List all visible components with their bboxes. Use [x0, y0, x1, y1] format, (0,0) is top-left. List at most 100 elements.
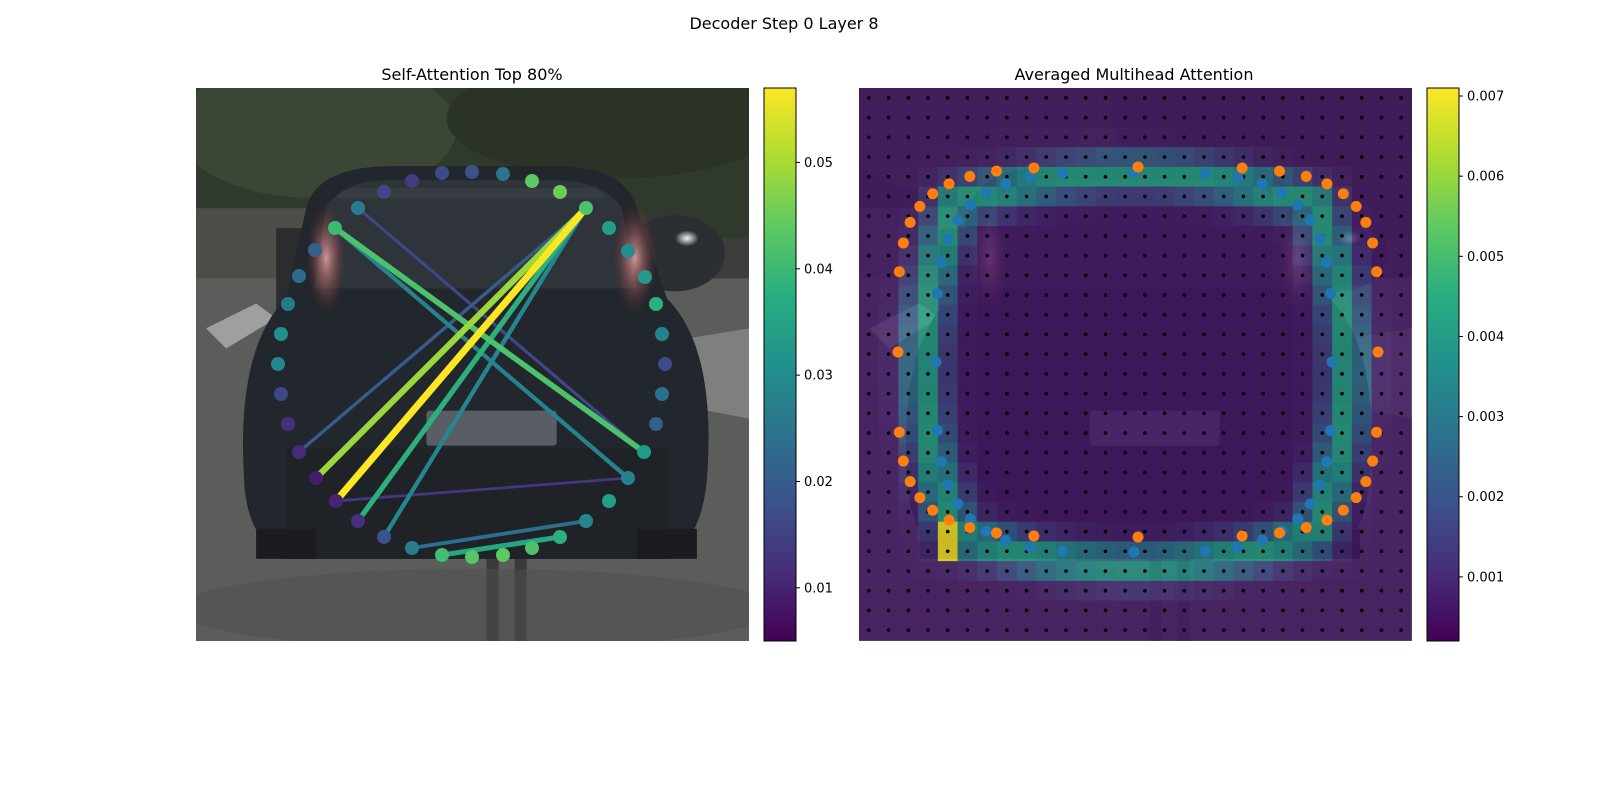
reference-point: [1024, 194, 1029, 199]
reference-point: [965, 293, 970, 297]
reference-point: [985, 174, 989, 179]
colorbar-tick-label: 0.03: [804, 369, 833, 384]
blue-point: [952, 214, 964, 226]
reference-point: [1221, 510, 1226, 514]
orange-point: [1132, 161, 1144, 173]
reference-point: [1044, 529, 1049, 534]
reference-point: [1005, 510, 1009, 514]
reference-point: [1064, 431, 1068, 435]
reference-point: [945, 174, 950, 179]
reference-point: [1399, 174, 1403, 179]
reference-point: [1182, 234, 1187, 238]
reference-point: [1024, 115, 1029, 120]
blue-point: [1325, 424, 1337, 436]
reference-point: [1083, 96, 1088, 100]
attention-edge: [356, 206, 646, 454]
orange-point: [914, 200, 926, 212]
reference-point: [1044, 96, 1049, 100]
reference-point: [1241, 450, 1246, 455]
reference-point: [1143, 234, 1147, 238]
reference-point: [1399, 115, 1403, 120]
reference-point: [1221, 214, 1226, 218]
reference-point: [1359, 588, 1364, 593]
reference-point: [965, 628, 970, 632]
reference-point: [985, 431, 989, 435]
reference-point: [1064, 628, 1068, 632]
reference-point: [867, 490, 871, 494]
reference-point: [1123, 411, 1127, 416]
reference-point: [926, 470, 930, 475]
reference-point: [945, 155, 950, 159]
reference-point: [867, 214, 871, 218]
reference-point: [886, 529, 891, 534]
reference-point: [1359, 529, 1364, 534]
reference-point: [867, 529, 871, 534]
reference-point: [1005, 529, 1009, 534]
reference-point: [1261, 214, 1265, 218]
reference-point: [985, 372, 989, 376]
reference-point: [906, 96, 911, 100]
reference-point: [926, 293, 930, 297]
reference-point: [1044, 372, 1049, 376]
reference-point: [1103, 628, 1108, 632]
reference-point: [1241, 155, 1246, 159]
reference-point: [1300, 332, 1305, 337]
reference-point: [1320, 214, 1325, 218]
reference-point: [1024, 253, 1029, 258]
reference-point: [1103, 96, 1108, 100]
reference-point: [1123, 352, 1127, 356]
reference-point: [965, 155, 970, 159]
reference-point: [1281, 273, 1285, 278]
reference-point: [1083, 569, 1088, 573]
reference-point: [1320, 549, 1325, 554]
orange-point: [943, 514, 955, 526]
reference-point: [1083, 253, 1088, 258]
reference-point: [1005, 96, 1009, 100]
query-point: [655, 327, 669, 341]
reference-point: [945, 115, 950, 120]
reference-point: [867, 372, 871, 376]
reference-point: [1241, 332, 1246, 337]
reference-point: [1024, 273, 1029, 278]
reference-point: [1379, 510, 1384, 514]
reference-point: [1241, 194, 1246, 199]
reference-point: [1162, 352, 1167, 356]
reference-point: [965, 470, 970, 475]
reference-point: [926, 214, 930, 218]
reference-point: [886, 273, 891, 278]
reference-point: [1162, 332, 1167, 337]
reference-point: [906, 608, 911, 613]
self-attention-panel: Self-Attention Top 80% 0.010.020.030.040…: [196, 65, 833, 642]
reference-point: [1261, 253, 1265, 258]
query-point: [649, 417, 663, 431]
reference-point: [1320, 431, 1325, 435]
reference-point: [1024, 529, 1029, 534]
reference-point: [1202, 234, 1206, 238]
reference-point: [1221, 273, 1226, 278]
reference-point: [1005, 115, 1009, 120]
reference-point: [1359, 608, 1364, 613]
reference-point: [985, 234, 989, 238]
blue-point: [1000, 178, 1012, 190]
reference-point: [1261, 569, 1265, 573]
reference-point: [1123, 214, 1127, 218]
reference-point: [1379, 628, 1384, 632]
reference-point: [906, 490, 911, 494]
reference-point: [1399, 490, 1403, 494]
reference-point: [1202, 431, 1206, 435]
reference-point: [926, 628, 930, 632]
reference-point: [1320, 332, 1325, 337]
blue-point: [1232, 541, 1244, 553]
reference-point: [1221, 411, 1226, 416]
reference-point: [965, 115, 970, 120]
reference-point: [926, 332, 930, 337]
blue-point: [931, 424, 943, 436]
reference-point: [1359, 372, 1364, 376]
reference-point: [1162, 96, 1167, 100]
reference-point: [1182, 470, 1187, 475]
attention-edges: [297, 204, 647, 558]
series-blue-points: [930, 166, 1338, 558]
reference-point: [965, 332, 970, 337]
reference-point: [985, 96, 989, 100]
reference-point: [1261, 115, 1265, 120]
